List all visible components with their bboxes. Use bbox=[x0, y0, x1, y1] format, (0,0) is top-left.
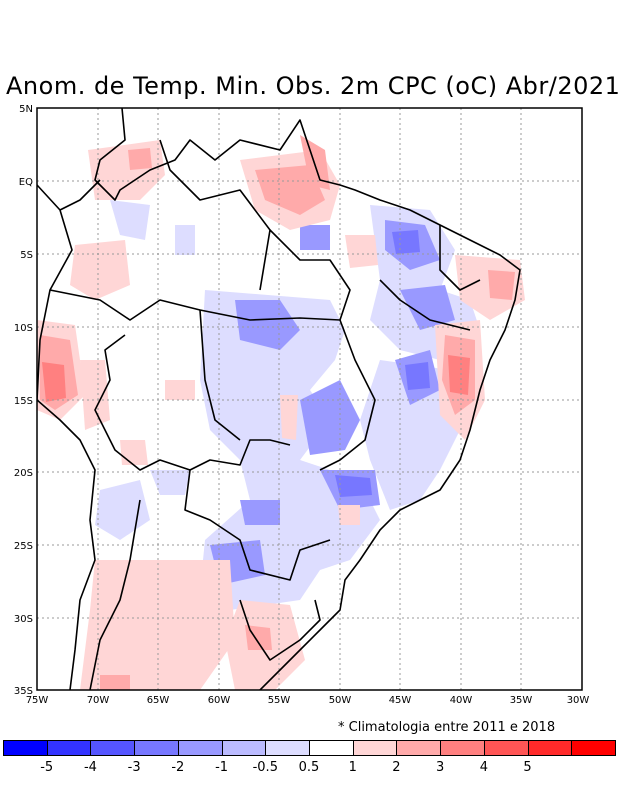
colorbar-segment bbox=[571, 740, 616, 756]
lat-label: 35S bbox=[14, 686, 33, 697]
colorbar-label: -5 bbox=[40, 760, 54, 775]
lon-label: 60W bbox=[208, 695, 231, 706]
colorbar-label: 4 bbox=[479, 760, 488, 775]
anomaly-shading bbox=[37, 135, 525, 690]
colorbar-label: 5 bbox=[523, 760, 532, 775]
lat-label: 20S bbox=[14, 468, 33, 479]
colorbar-label: -1 bbox=[215, 760, 229, 775]
warm-anomaly-strong bbox=[42, 355, 470, 402]
colorbar-segment bbox=[483, 740, 529, 756]
lon-label: 50W bbox=[329, 695, 352, 706]
lon-label: 55W bbox=[268, 695, 291, 706]
colorbar-segment bbox=[46, 740, 92, 756]
colorbar-label: -3 bbox=[127, 760, 141, 775]
lat-label: 30S bbox=[14, 614, 33, 625]
colorbar-segment bbox=[134, 740, 179, 756]
lat-label: 10S bbox=[14, 323, 33, 334]
colorbar-segment bbox=[90, 740, 136, 756]
lat-label: 5S bbox=[20, 250, 33, 261]
colorbar-segment bbox=[177, 740, 223, 756]
lat-label: 5N bbox=[19, 104, 33, 115]
colorbar bbox=[3, 740, 616, 758]
colorbar-label: -0.5 bbox=[252, 760, 278, 775]
colorbar-segment bbox=[440, 740, 485, 756]
lon-label: 40W bbox=[450, 695, 473, 706]
colorbar-segment bbox=[3, 740, 48, 756]
colorbar-label: 0.5 bbox=[298, 760, 320, 775]
map-frame bbox=[36, 107, 583, 691]
colorbar-segment bbox=[309, 740, 354, 756]
map-gridlines bbox=[37, 108, 582, 690]
lat-axis: 5N EQ 5S 10S 15S 20S 25S 30S 35S bbox=[14, 104, 33, 697]
lon-axis: 75W 70W 65W 60W 55W 50W 45W 40W 35W 30W bbox=[26, 695, 590, 706]
colorbar-segment bbox=[221, 740, 267, 756]
lon-label: 30W bbox=[567, 695, 590, 706]
colorbar-segment bbox=[352, 740, 398, 756]
colorbar-segment bbox=[396, 740, 442, 756]
colorbar-label: 3 bbox=[436, 760, 445, 775]
colorbar-label: -2 bbox=[171, 760, 185, 775]
colorbar-segment bbox=[265, 740, 310, 756]
colorbar-segment bbox=[527, 740, 573, 756]
cold-anomaly-strong bbox=[335, 230, 430, 497]
coastline-borders bbox=[37, 108, 521, 690]
climatology-note: * Climatologia entre 2011 e 2018 bbox=[338, 720, 556, 735]
lat-label: EQ bbox=[19, 177, 33, 188]
lat-label: 15S bbox=[14, 396, 33, 407]
lon-label: 75W bbox=[26, 695, 49, 706]
lon-label: 45W bbox=[389, 695, 412, 706]
lon-label: 35W bbox=[510, 695, 533, 706]
colorbar-label: 1 bbox=[348, 760, 357, 775]
colorbar-label: 2 bbox=[392, 760, 401, 775]
map-title: Anom. de Temp. Min. Obs. 2m CPC (oC) Abr… bbox=[6, 72, 618, 100]
colorbar-label: -4 bbox=[83, 760, 97, 775]
lat-label: 25S bbox=[14, 541, 33, 552]
lon-label: 65W bbox=[147, 695, 170, 706]
lon-label: 70W bbox=[87, 695, 110, 706]
cold-anomaly-light bbox=[95, 200, 480, 610]
